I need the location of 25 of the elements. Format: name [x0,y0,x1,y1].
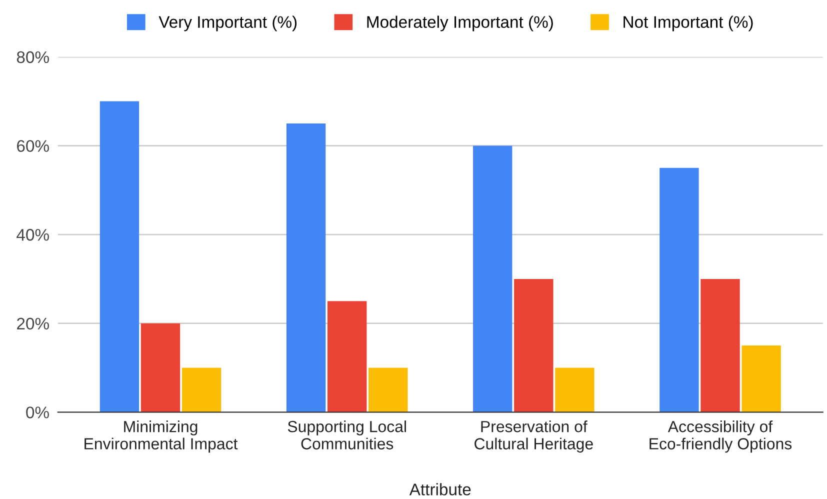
bar [700,278,740,412]
y-tick-label: 80% [16,51,49,64]
bar [100,101,140,412]
x-tick-label: Preservation of Cultural Heritage [474,420,593,453]
bar [473,146,512,412]
bar [742,346,781,412]
y-tick-label: 20% [17,318,49,330]
x-tick-label: Accessibility of Eco-friendly Options [650,420,792,453]
bar [555,368,594,412]
y-tick-label: 0% [26,406,49,418]
bar [182,368,222,412]
bar [514,278,554,412]
bar [140,323,180,412]
legend-label: Very Important (%) [158,16,297,32]
x-tick-label: Minimizing Environmental Impact [84,420,238,453]
bar [286,124,326,412]
legend-label: Not Important (%) [624,16,753,32]
y-tick-label: 60% [17,140,49,152]
x-axis-title: Attribute [409,483,471,496]
legend-label: Moderately Important (%) [367,16,553,32]
y-tick-label: 40% [16,228,49,241]
bar [368,368,408,412]
bar [327,301,367,412]
x-tick-label: Supporting Local Communities [288,420,406,450]
bar [660,168,699,412]
